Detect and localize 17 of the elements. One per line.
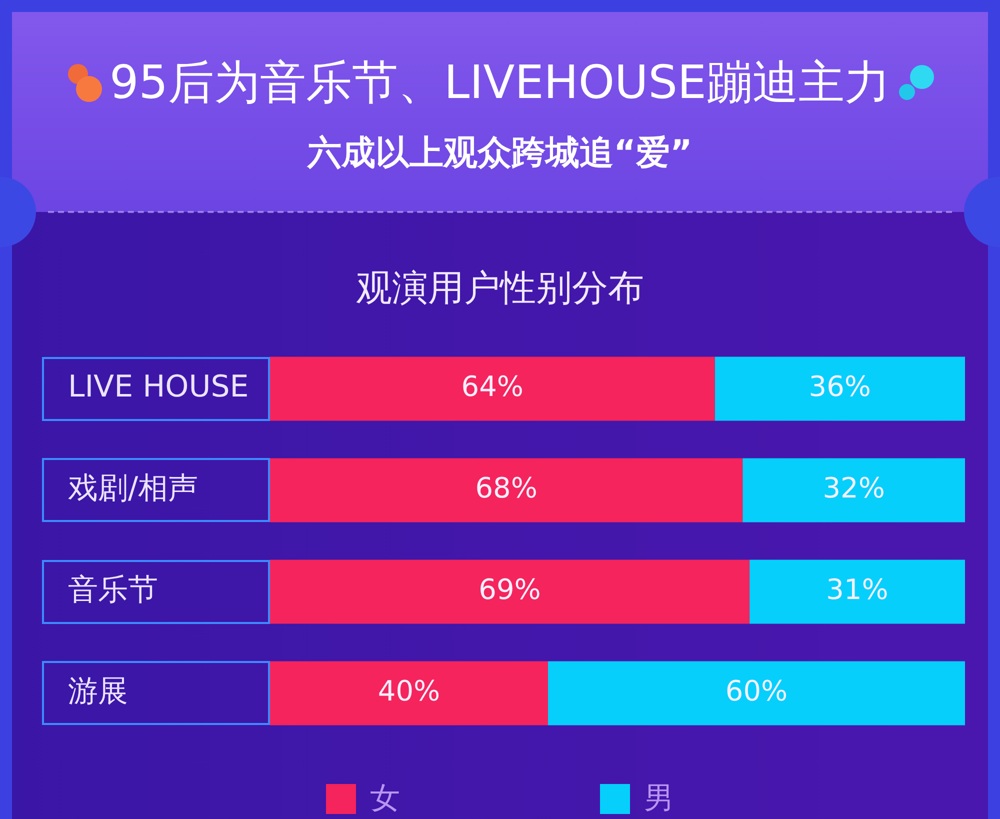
data-label: 40% bbox=[378, 674, 440, 708]
y-tick-label: 游展 bbox=[68, 674, 128, 710]
chart-subtitle: 六成以上观众跨城追“爱” bbox=[306, 132, 694, 175]
data-label: 60% bbox=[725, 674, 788, 708]
y-tick-label: LIVE HOUSE bbox=[68, 370, 249, 405]
data-label: 36% bbox=[808, 370, 872, 404]
data-label: 68% bbox=[475, 472, 538, 505]
data-label: 32% bbox=[822, 472, 885, 505]
legend-label: 女 bbox=[370, 780, 400, 818]
data-label: 69% bbox=[478, 573, 541, 606]
chart-title: 95后为音乐节、LIVEHOUSE蹦迪主力 bbox=[110, 54, 890, 111]
text: 观演用户性别分布 bbox=[355, 267, 645, 311]
legend-label: 男 bbox=[644, 780, 674, 818]
y-tick-label: 戏剧/相声 bbox=[68, 471, 198, 506]
data-label: 64% bbox=[461, 370, 524, 404]
y-tick-label: 音乐节 bbox=[68, 572, 158, 608]
data-label: 31% bbox=[826, 573, 888, 606]
